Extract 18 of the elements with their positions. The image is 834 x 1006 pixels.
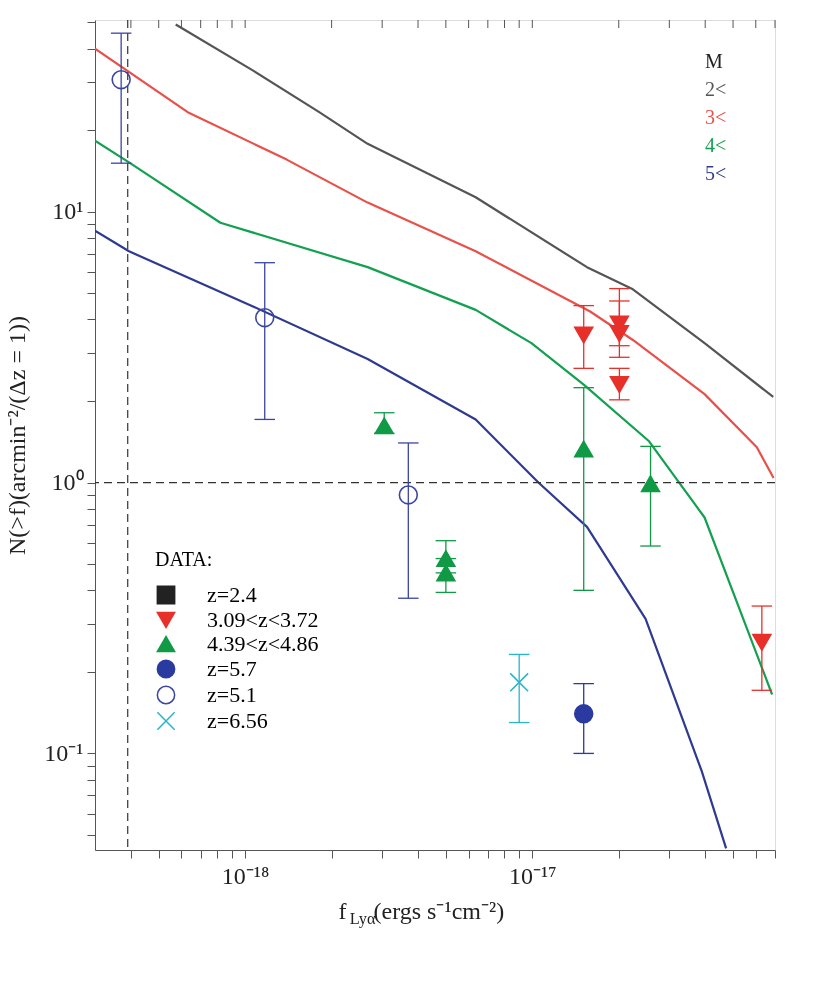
text: 2< bbox=[705, 78, 727, 100]
y-tick-label: 10¹ bbox=[52, 198, 84, 225]
text: 5< bbox=[705, 162, 727, 184]
text: 3< bbox=[705, 106, 727, 128]
x-tick-label: 10⁻¹⁸ bbox=[221, 862, 270, 889]
text: 4< bbox=[705, 134, 727, 156]
y-tick-label: 10⁻¹ bbox=[44, 739, 84, 766]
legend-label: 3.09<z<3.72 bbox=[207, 607, 319, 632]
y-axis-title: N(>f)(arcmin⁻²/(Δz = 1)) bbox=[4, 316, 31, 555]
y-tick-label: 10⁰ bbox=[51, 469, 84, 496]
legend-label: z=2.4 bbox=[207, 582, 257, 607]
legend-title: DATA: bbox=[155, 548, 213, 570]
x-tick-label: 10⁻¹⁷ bbox=[509, 862, 557, 889]
legend-label: 4.39<z<4.86 bbox=[207, 631, 319, 656]
legend-label: z=6.56 bbox=[207, 708, 268, 733]
legend-label: z=5.1 bbox=[207, 682, 257, 707]
annotation: M bbox=[705, 50, 723, 72]
legend-label: z=5.7 bbox=[207, 656, 257, 681]
